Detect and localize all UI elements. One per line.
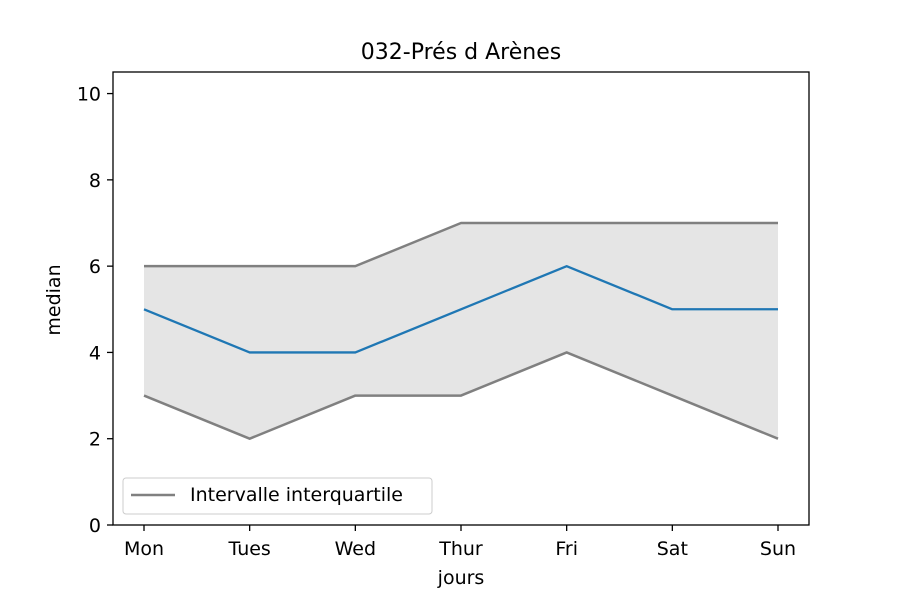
y-tick-label-2: 2: [89, 429, 101, 451]
x-tick-label-wed: Wed: [335, 538, 376, 560]
x-tick-label-thur: Thur: [438, 538, 483, 560]
y-tick-label-8: 8: [89, 170, 101, 192]
median-line: [143, 264, 778, 354]
chart-title: 032-Prés d Arènes: [361, 40, 561, 65]
legend: Intervalle interquartile: [122, 477, 433, 515]
interquartile-band-fill: [144, 223, 778, 439]
y-tick-label-0: 0: [89, 515, 101, 537]
x-tick-label-mon: Mon: [124, 538, 164, 560]
lower-quartile-line: [143, 351, 779, 440]
legend-label: Intervalle interquartile: [190, 484, 403, 506]
y-tick-label-6: 6: [89, 256, 101, 278]
y-axis-title: median: [43, 264, 65, 335]
y-tick-label-4: 4: [89, 342, 101, 364]
x-tick-label-fri: Fri: [555, 538, 578, 560]
y-tick-label-10: 10: [77, 84, 101, 106]
legend-box: [122, 477, 433, 515]
upper-quartile-line: [144, 221, 778, 268]
x-tick-label-tues: Tues: [227, 538, 270, 560]
x-tick-label-sun: Sun: [760, 538, 796, 560]
axes: Mon Tues Wed Thur Fri Sat Sun 0 2 4 6 8 10: [77, 84, 796, 560]
x-tick-label-sat: Sat: [657, 538, 688, 560]
x-axis-title: jours: [437, 567, 485, 589]
plot-area: [143, 221, 779, 440]
